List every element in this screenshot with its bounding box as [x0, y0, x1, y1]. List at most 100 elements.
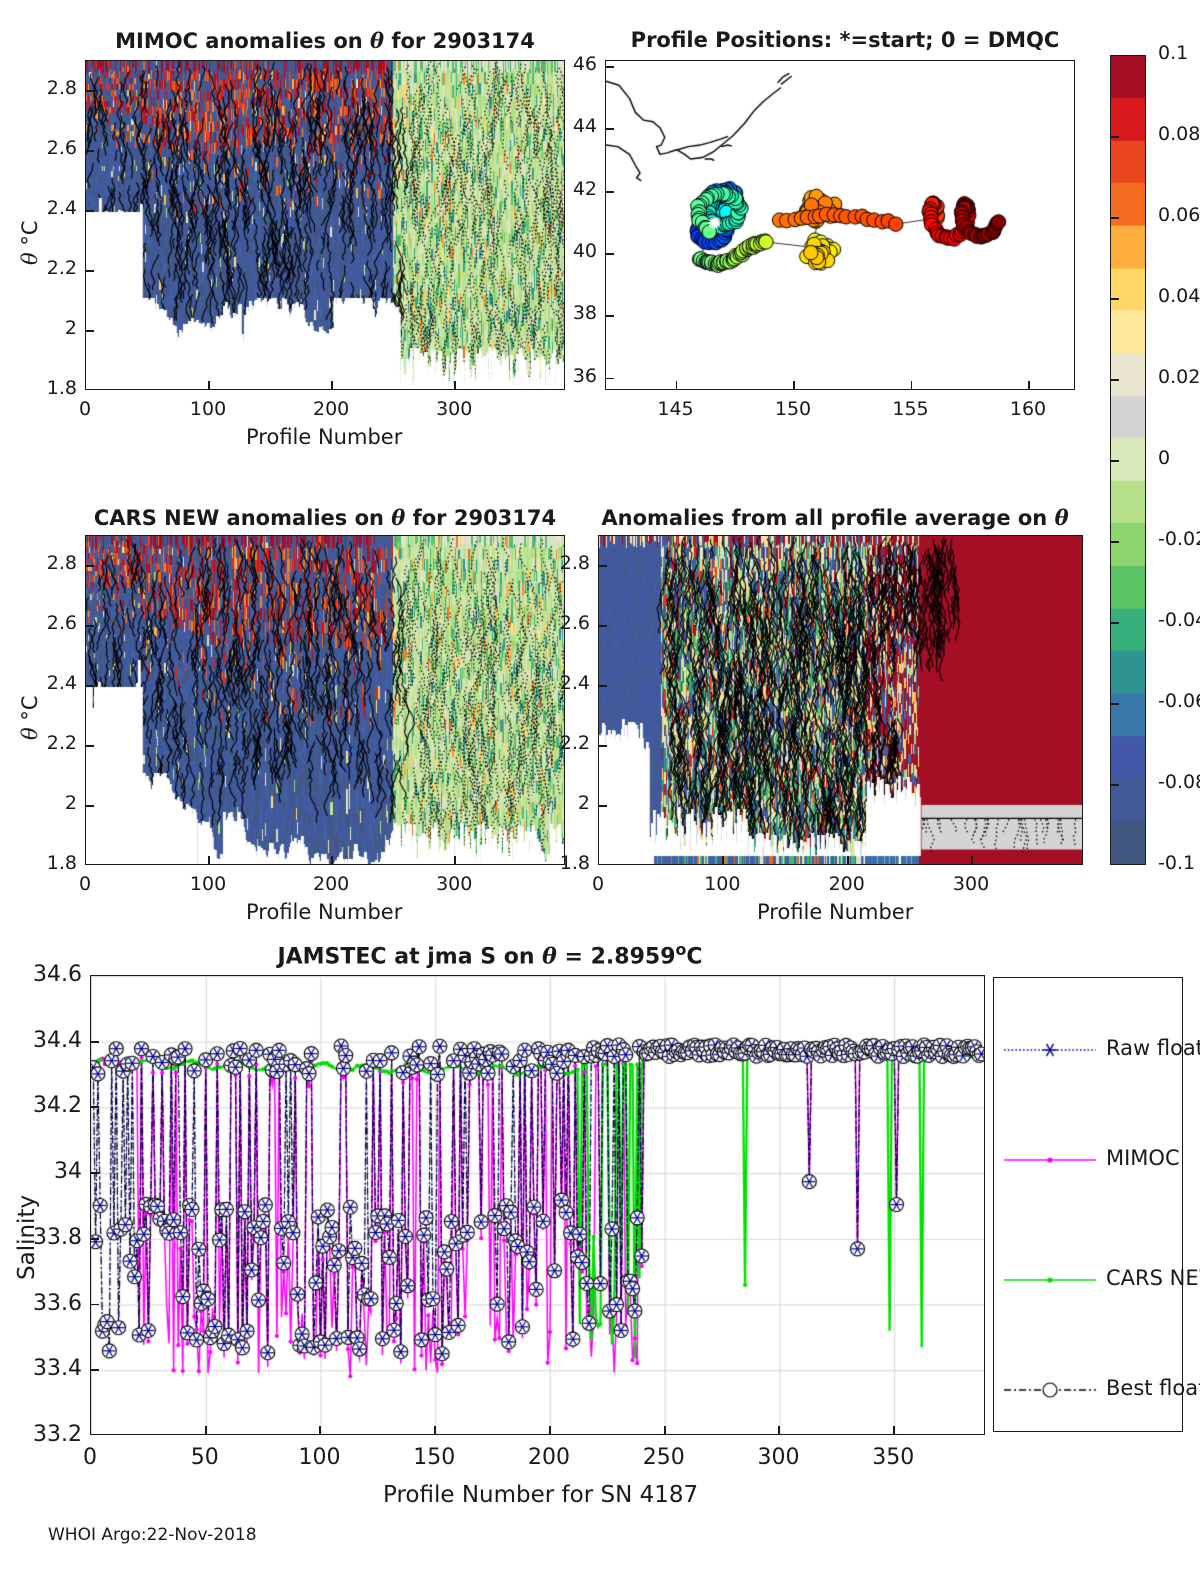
colorbar-tickmark-6 [1110, 541, 1119, 543]
salinity-ytickmark-2 [90, 1106, 99, 1109]
title-value: = 2.8959 [556, 944, 676, 970]
cars-xtick-3: 300 [436, 873, 473, 895]
cars-ytick-1: 2.6 [46, 612, 77, 634]
title-unit: C [686, 944, 703, 970]
salinity-ytickmark-6 [90, 1369, 99, 1372]
positions-xtick-3: 160 [1009, 398, 1047, 420]
positions-xtick-0: 145 [657, 398, 694, 420]
average-ytick-1: 2.6 [559, 612, 590, 634]
positions-ytickmark-3 [605, 253, 614, 255]
figure-footer: WHOI Argo:22-Nov-2018 [48, 1525, 257, 1545]
salinity-xtickmark-1 [204, 1426, 207, 1435]
title-prefix: CARS NEW anomalies on [93, 506, 392, 530]
positions-ytickmark-2 [605, 190, 614, 193]
average-ytick-4: 2 [577, 792, 590, 814]
salinity-xtick-3: 150 [413, 1445, 456, 1470]
average-ytickmark-0 [598, 565, 607, 567]
mimoc-ytick-3: 2.2 [46, 257, 77, 279]
salinity-ytickmark-4 [90, 1237, 99, 1240]
legend-item-cars-new[interactable]: CARS NEW [994, 1263, 1200, 1297]
mimoc-xtick-2: 200 [313, 398, 350, 420]
salinity-xtickmark-2 [319, 1426, 322, 1435]
average-ytick-5: 1.8 [559, 852, 590, 874]
title-prefix: JAMSTEC at jma S on [277, 944, 543, 970]
legend-swatch-circle-icon [1002, 1373, 1098, 1407]
average-ytick-3: 2.2 [559, 732, 590, 754]
average-anomaly-field [599, 536, 1082, 864]
salinity-xtick-7: 350 [872, 1445, 915, 1470]
mimoc-ytick-0: 2.8 [46, 77, 77, 99]
salinity-xtick-0: 0 [83, 1445, 97, 1470]
salinity-title: JAMSTEC at jma S on θ = 2.8959oC [90, 940, 890, 969]
positions-xtick-2: 155 [892, 398, 929, 420]
positions-ytickmark-5 [605, 377, 614, 380]
mimoc-ytickmark-3 [85, 270, 94, 272]
colorbar-tickmark-9 [1110, 784, 1119, 786]
profile-positions-scatter [606, 61, 1074, 389]
positions-xtickmark-2 [910, 381, 913, 390]
cars-ytickmark-1 [85, 625, 94, 627]
legend-item-raw-float[interactable]: Raw float [994, 1033, 1200, 1067]
colorbar-tickmark-5 [1110, 460, 1119, 462]
mimoc-ytickmark-4 [85, 330, 94, 332]
mimoc-ytick-1: 2.6 [46, 137, 77, 159]
salinity-ytick-5: 33.6 [33, 1290, 82, 1316]
average-xtick-0: 0 [591, 873, 605, 895]
unit-label: °C [18, 220, 42, 253]
panel-positions-title: Profile Positions: *=start; 0 = DMQC [630, 28, 1060, 52]
mimoc-xtick-0: 0 [78, 398, 92, 420]
salinity-xtick-6: 300 [757, 1445, 800, 1470]
legend-item-best-float[interactable]: Best float [994, 1373, 1200, 1407]
salinity-ytick-4: 33.8 [33, 1224, 82, 1250]
salinity-ytick-3: 34 [54, 1159, 82, 1185]
mimoc-x-axis-label: Profile Number [246, 425, 403, 449]
salinity-plot-area [90, 975, 985, 1435]
average-ytickmark-4 [598, 805, 607, 807]
title-suffix: for 2903174 [384, 29, 535, 53]
mimoc-xtickmark-2 [331, 381, 333, 390]
mimoc-anomaly-plot-area [85, 60, 565, 390]
cars-ytickmark-3 [85, 745, 94, 747]
colorbar-tick-8: -0.06 [1158, 690, 1200, 712]
positions-ytick-3: 40 [572, 240, 597, 263]
mimoc-ytickmark-1 [85, 150, 94, 152]
salinity-ytickmark-1 [90, 1040, 99, 1043]
colorbar-tickmark-1 [1110, 136, 1119, 138]
colorbar-tick-2: 0.06 [1158, 204, 1200, 226]
cars-ytick-2: 2.4 [46, 672, 77, 694]
average-xtick-2: 200 [828, 873, 865, 895]
salinity-legend[interactable]: Raw float MIMOC CARS NEW Best float [993, 977, 1200, 1432]
mimoc-xtick-3: 300 [436, 398, 473, 420]
salinity-xtickmark-5 [663, 1426, 666, 1435]
salinity-x-axis-label: Profile Number for SN 4187 [383, 1482, 699, 1508]
panel-cars-title: CARS NEW anomalies on θ for 2903174 [70, 505, 580, 530]
positions-xtick-1: 150 [774, 398, 812, 420]
average-anomaly-plot-area [598, 535, 1083, 865]
salinity-xtickmark-7 [893, 1426, 895, 1435]
mimoc-anomaly-field [86, 61, 564, 389]
colorbar-tickmark-7 [1110, 622, 1119, 624]
theta-symbol: θ [370, 28, 385, 53]
colorbar-tickmark-2 [1110, 217, 1119, 219]
cars-xtickmark-1 [208, 856, 210, 865]
cars-xtick-1: 100 [189, 873, 227, 895]
average-xtickmark-2 [846, 856, 849, 865]
theta-symbol: θ [1054, 505, 1069, 530]
legend-swatch-asterisk-icon [1002, 1033, 1098, 1067]
mimoc-ytickmark-2 [85, 210, 94, 212]
colorbar-tickmark-3 [1110, 298, 1119, 300]
salinity-ytick-2: 34.2 [33, 1093, 82, 1119]
positions-ytick-4: 38 [572, 302, 597, 325]
positions-ytickmark-4 [605, 315, 614, 318]
legend-item-mimoc[interactable]: MIMOC [994, 1143, 1182, 1177]
mimoc-ytick-2: 2.4 [46, 197, 77, 219]
mimoc-ytickmark-0 [85, 90, 94, 92]
positions-ytick-1: 44 [572, 115, 597, 138]
cars-ytick-0: 2.8 [46, 552, 77, 574]
salinity-ytickmark-5 [90, 1303, 99, 1306]
salinity-ytick-0: 34.6 [33, 962, 82, 987]
cars-ytickmark-2 [85, 685, 94, 687]
colorbar-tick-3: 0.04 [1158, 285, 1200, 307]
panel-mimoc-title: MIMOC anomalies on θ for 2903174 [85, 28, 565, 53]
average-xtickmark-1 [722, 856, 725, 865]
